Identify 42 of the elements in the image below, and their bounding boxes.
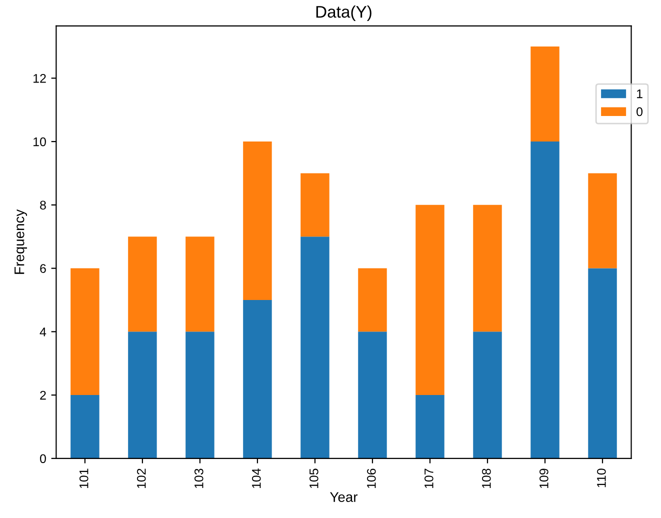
legend-label: 0 bbox=[636, 107, 643, 116]
bar bbox=[70, 395, 100, 458]
bar bbox=[186, 236, 214, 332]
y-tick-label: 2 bbox=[40, 390, 46, 400]
x-tick-label: 105 bbox=[309, 468, 318, 488]
y-tick-label: 4 bbox=[40, 328, 46, 336]
bar bbox=[588, 268, 617, 458]
x-axis-title: Year bbox=[330, 492, 358, 502]
bar bbox=[588, 173, 617, 268]
x-tick-label: 103 bbox=[194, 468, 204, 488]
chart-title: Data(Y) bbox=[316, 5, 372, 22]
x-tick-label: 110 bbox=[597, 468, 606, 488]
bar bbox=[128, 236, 157, 332]
y-tick-label: 12 bbox=[34, 74, 46, 83]
bar bbox=[473, 204, 502, 332]
x-tick-label: 101 bbox=[79, 468, 88, 488]
bar bbox=[186, 332, 214, 458]
y-tick-label: 0 bbox=[40, 454, 46, 464]
y-tick-label: 8 bbox=[40, 200, 46, 210]
y-tick-label: 10 bbox=[34, 137, 46, 146]
bar bbox=[530, 142, 560, 458]
bar bbox=[243, 142, 272, 300]
x-tick-label: 106 bbox=[366, 468, 376, 488]
x-tick-label: 102 bbox=[136, 468, 146, 488]
bar bbox=[358, 332, 387, 458]
y-tick-label: 6 bbox=[40, 264, 46, 273]
x-tick-label: 104 bbox=[252, 468, 261, 488]
bar bbox=[416, 395, 444, 458]
bar bbox=[243, 300, 272, 458]
bar bbox=[416, 204, 444, 396]
x-tick-label: 107 bbox=[424, 468, 434, 488]
bar bbox=[70, 268, 100, 396]
legend-label: 1 bbox=[637, 90, 642, 98]
bar bbox=[473, 332, 502, 458]
bar bbox=[530, 46, 560, 142]
bar bbox=[128, 332, 157, 458]
bar bbox=[300, 236, 330, 458]
bar bbox=[358, 268, 387, 332]
y-axis-title: Frequency bbox=[14, 209, 28, 274]
bar bbox=[300, 173, 330, 237]
x-tick-label: 109 bbox=[540, 468, 548, 488]
x-tick-label: 108 bbox=[482, 468, 491, 488]
